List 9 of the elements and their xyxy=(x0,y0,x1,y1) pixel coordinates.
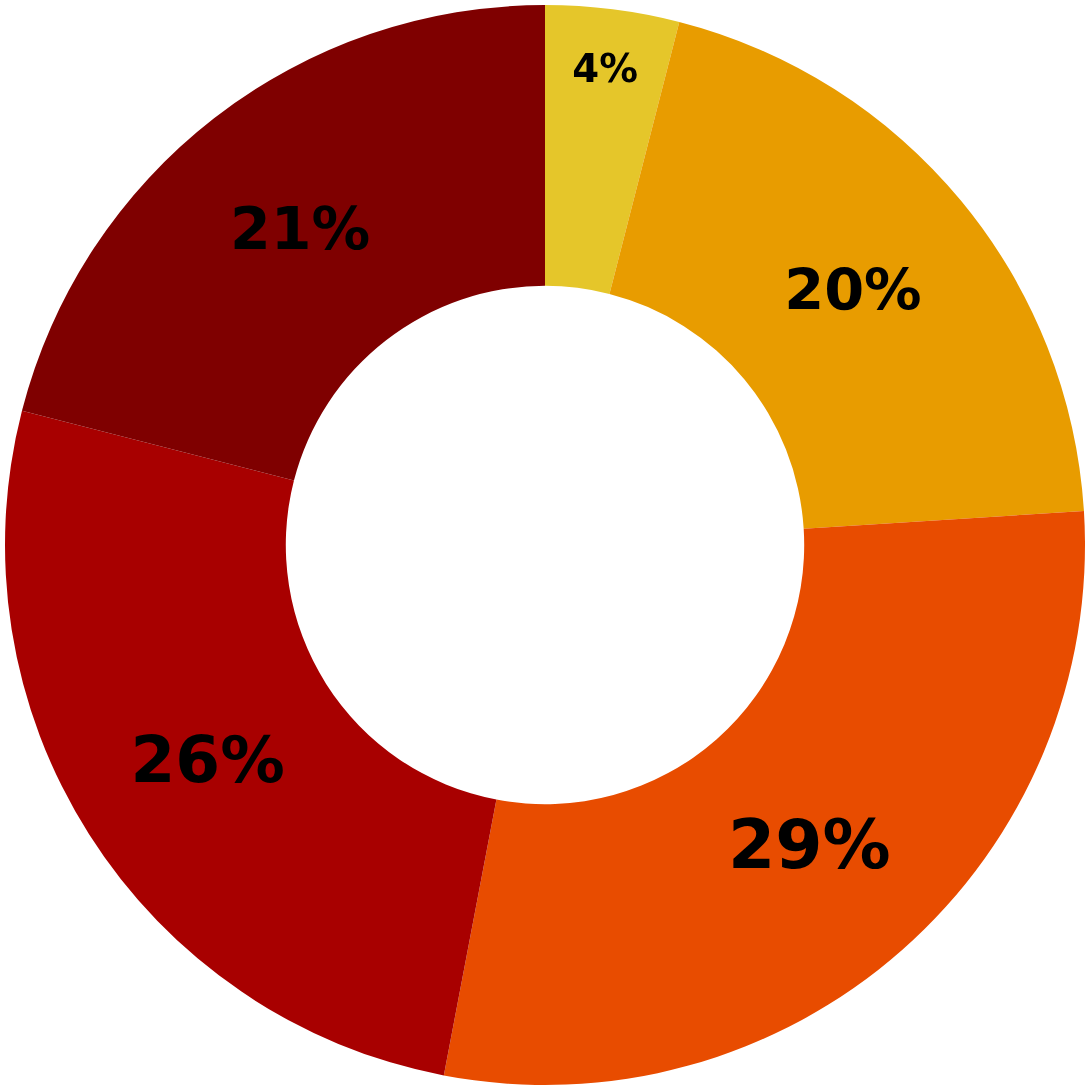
data-label: 21% xyxy=(229,195,371,264)
data-label: 26% xyxy=(130,721,285,797)
donut-slice xyxy=(5,410,497,1076)
data-label: 29% xyxy=(727,805,891,885)
donut-slice xyxy=(21,5,545,481)
data-label: 20% xyxy=(784,256,922,324)
donut-slice xyxy=(443,511,1085,1085)
data-label: 4% xyxy=(572,46,638,92)
donut-slice xyxy=(545,5,680,294)
